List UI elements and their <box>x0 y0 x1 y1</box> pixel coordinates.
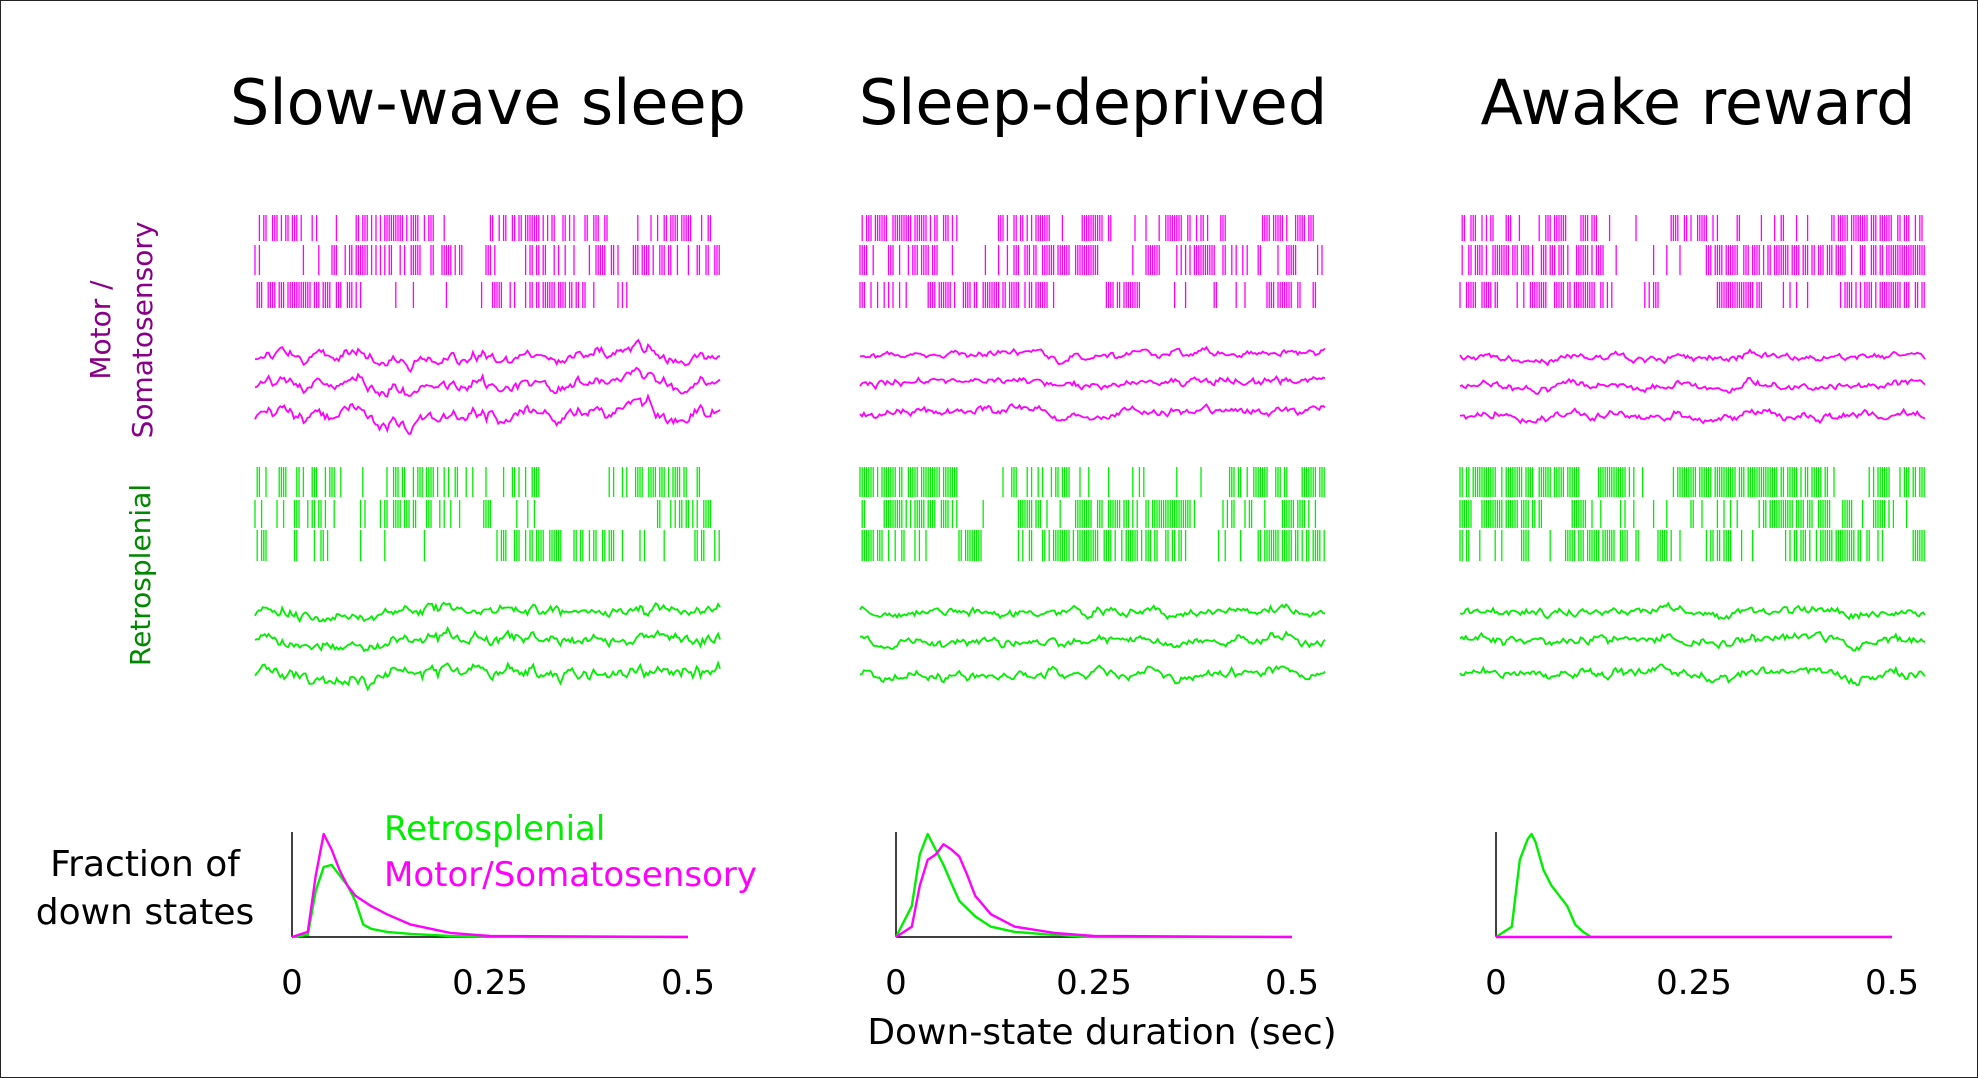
lfp-trace <box>859 664 1326 685</box>
y-axis-label-line2: down states <box>36 892 255 933</box>
motor-lfp <box>254 338 721 435</box>
histogram-axes: 0 0.25 0.5 <box>281 832 715 1003</box>
x-tick-label: 0.25 <box>1056 963 1132 1003</box>
x-tick-label: 0 <box>281 963 303 1003</box>
lfp-trace <box>859 345 1326 365</box>
retro-raster <box>1459 467 1925 561</box>
histogram-series-line <box>894 832 1292 939</box>
lfp-trace <box>254 366 721 398</box>
motor-lfp <box>859 345 1326 422</box>
lfp-trace <box>859 603 1326 621</box>
x-tick-label: 0 <box>1485 963 1507 1003</box>
lfp-trace <box>1459 348 1926 367</box>
motor-row-label-line2: Somatosensory <box>126 222 159 439</box>
lfp-trace <box>254 660 721 692</box>
lfp-trace <box>1459 630 1926 652</box>
histogram-series-line <box>291 863 688 939</box>
histogram-series-line <box>291 832 689 939</box>
lfp-trace <box>859 374 1326 391</box>
x-tick-label: 0.25 <box>1656 963 1732 1003</box>
motor-lfp <box>1459 348 1926 425</box>
histogram-axes: 0 0.25 0.5 <box>1485 832 1919 1003</box>
retro-raster <box>254 467 720 561</box>
retro-lfp <box>254 601 721 692</box>
y-axis-label-line1: Fraction of <box>50 844 241 885</box>
histogram-series-line <box>895 843 1293 939</box>
x-tick-label: 0.5 <box>661 963 715 1003</box>
retro-row-label: Retrosplenial <box>124 484 157 666</box>
x-tick-label: 0.25 <box>452 963 528 1003</box>
lfp-trace <box>1459 407 1926 425</box>
panel-title: Awake reward <box>1481 66 1916 139</box>
panel-title: Slow-wave sleep <box>230 66 746 139</box>
panel-title: Sleep-deprived <box>859 66 1327 139</box>
lfp-trace <box>1459 663 1926 687</box>
legend-entry-motor-somatosensory: Motor/Somatosensory <box>384 855 757 895</box>
panels: Slow-wave sleep 0 0.25 0.5 Sleep-deprived 0 0.… <box>230 66 1926 1003</box>
x-axis-label: Down-state duration (sec) <box>867 1012 1336 1053</box>
motor-raster <box>254 215 720 308</box>
lfp-trace <box>859 403 1326 422</box>
motor-row-label-line1: Motor / <box>84 280 117 380</box>
retro-raster <box>859 467 1325 561</box>
histogram-axes: 0 0.25 0.5 <box>885 832 1319 1003</box>
lfp-trace <box>859 630 1326 650</box>
x-tick-label: 0.5 <box>1865 963 1919 1003</box>
motor-raster <box>859 215 1323 308</box>
lfp-trace <box>254 338 721 374</box>
lfp-trace <box>254 601 721 624</box>
legend-entry-retrosplenial: Retrosplenial <box>384 809 605 849</box>
retro-lfp <box>1459 601 1926 687</box>
lfp-trace <box>254 625 721 653</box>
x-tick-label: 0.5 <box>1265 963 1319 1003</box>
retro-lfp <box>859 603 1326 685</box>
histogram-series-line <box>1495 832 1892 939</box>
lfp-trace <box>1459 376 1926 395</box>
lfp-trace <box>254 393 721 435</box>
x-tick-label: 0 <box>885 963 907 1003</box>
lfp-trace <box>1459 601 1926 621</box>
motor-raster <box>1459 215 1925 308</box>
